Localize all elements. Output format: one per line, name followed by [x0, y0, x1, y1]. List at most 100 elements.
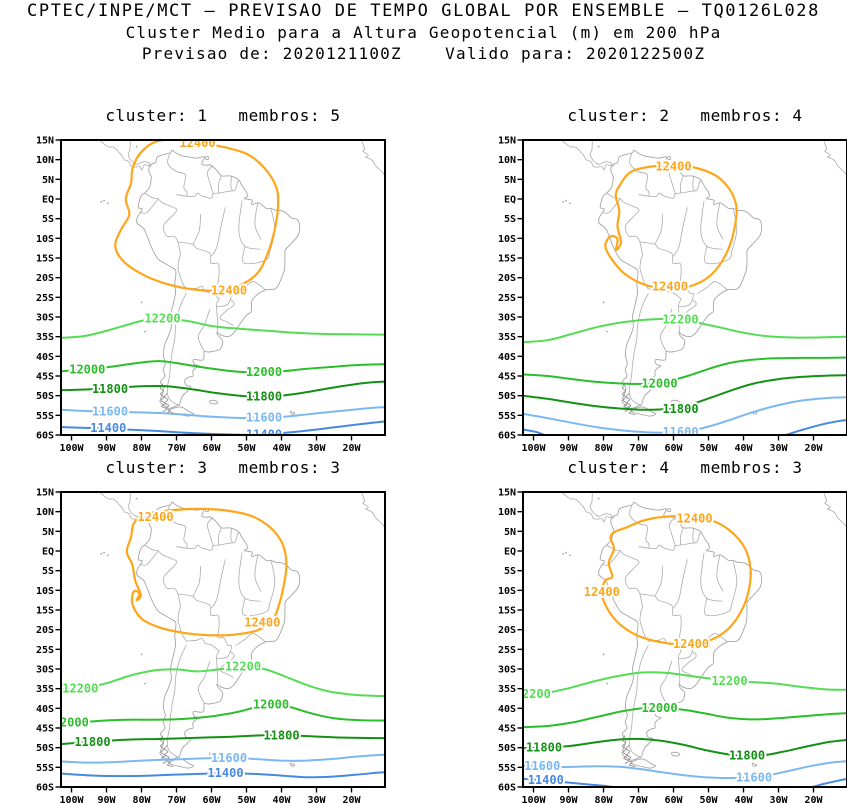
country-border	[680, 527, 684, 546]
panel-title: cluster: 4 membros: 3	[567, 458, 803, 477]
coastline	[598, 149, 763, 409]
country-border	[177, 241, 220, 269]
plot-frame	[60, 491, 386, 788]
country-border	[216, 657, 219, 685]
map-plot: 12400 12400 12200 12200 12000 12000 11800 11800…	[36, 488, 386, 803]
lat-tick-label: 5S	[42, 214, 54, 225]
country-border	[144, 545, 179, 595]
country-border	[730, 209, 738, 254]
lat-tick-label: 15N	[36, 488, 54, 499]
island-speck	[565, 551, 567, 554]
lat-tick-label: 30S	[36, 313, 54, 324]
lon-tick-label: 40W	[272, 795, 291, 803]
title-block: CPTEC/INPE/MCT – PREVISAO DE TEMPO GLOBA…	[0, 1, 847, 64]
lat-tick-label: 30S	[498, 665, 516, 676]
country-border	[177, 593, 181, 621]
country-border	[629, 152, 650, 197]
lat-tick-label: EQ	[42, 547, 54, 558]
country-border	[589, 141, 614, 167]
contour-label-11400: 11400	[207, 766, 243, 780]
country-border	[654, 213, 664, 245]
contour-label-12200: 12200	[515, 687, 551, 701]
country-border	[242, 597, 270, 617]
country-border	[561, 141, 613, 171]
lon-tick-label: 100W	[59, 795, 84, 803]
contour-line-11800	[62, 380, 384, 398]
island-speck	[103, 199, 105, 202]
country-border	[217, 267, 232, 301]
contour-layer: 12400 12400 12200 12000 11800 11600	[524, 158, 846, 434]
country-border	[659, 308, 673, 352]
contour-label-12400: 12400	[673, 637, 709, 651]
country-border	[700, 552, 723, 602]
country-border	[140, 551, 159, 566]
country-border	[235, 281, 266, 294]
lat-tick-label: 25S	[498, 645, 516, 656]
country-border	[704, 245, 732, 265]
country-border	[218, 175, 222, 194]
country-border	[589, 493, 614, 519]
lon-tick-label: 60W	[202, 795, 221, 803]
lon-tick-label: 20W	[342, 443, 361, 453]
coastline	[630, 758, 657, 769]
country-border	[254, 202, 262, 240]
plot-frame	[522, 139, 847, 436]
lon-tick-label: 30W	[769, 443, 788, 453]
lon-tick-label: 20W	[342, 795, 361, 803]
country-border	[197, 660, 211, 704]
lon-tick-label: 90W	[97, 795, 116, 803]
lon-tick-label: 30W	[769, 795, 788, 803]
country-border	[677, 298, 693, 307]
contour-layer: 12400 12400 12200 12000 12000 11800 11800 11600…	[62, 141, 384, 442]
country-border	[639, 241, 682, 269]
contour-label-12200: 12200	[225, 660, 261, 674]
contour-line-12000	[62, 360, 384, 374]
country-border	[217, 619, 232, 653]
contour-label-11800: 11800	[729, 749, 765, 763]
country-border	[639, 241, 643, 269]
country-border	[668, 517, 676, 547]
contour-label-11600: 11600	[524, 759, 560, 773]
lat-tick-label: 5S	[42, 566, 54, 577]
contour-line-11800	[62, 734, 384, 746]
contour-label-12400: 12400	[652, 279, 688, 293]
lat-tick-label: 35S	[498, 684, 516, 695]
country-border	[140, 199, 159, 214]
island-speck	[135, 497, 138, 500]
lat-tick-label: 55S	[498, 763, 516, 774]
contour-line-11400	[524, 428, 545, 434]
lat-tick-label: 5S	[504, 566, 516, 577]
contour-label-11400: 11400	[246, 428, 282, 442]
contour-line-11400	[524, 777, 614, 786]
lat-tick-label: 10N	[36, 507, 54, 518]
contour-line-12200	[62, 665, 384, 698]
contour-label-12000: 12000	[246, 365, 282, 379]
country-border	[166, 645, 187, 758]
contour-label-11800: 11800	[246, 390, 282, 404]
lon-tick-label: 60W	[202, 443, 221, 453]
country-border	[561, 493, 613, 523]
island-speck	[602, 301, 605, 304]
country-border	[716, 202, 724, 240]
country-border	[235, 633, 266, 646]
contour-line-12200	[524, 671, 846, 697]
contour-line-12000	[524, 706, 846, 729]
country-border	[823, 493, 846, 527]
lat-tick-label: 40S	[498, 704, 516, 715]
lat-tick-label: 30S	[36, 665, 54, 676]
contour-line-11800	[524, 374, 846, 411]
subtitle-validity: Previsao de: 2020121100Z Valido para: 20…	[141, 44, 706, 63]
lon-tick-label: 80W	[594, 443, 613, 453]
island-speck	[606, 682, 608, 685]
country-border	[704, 597, 732, 617]
country-border	[215, 298, 231, 307]
coastline	[598, 501, 763, 761]
lat-tick-label: 50S	[36, 391, 54, 402]
country-border	[700, 200, 723, 250]
contour-label-11600: 11600	[246, 411, 282, 425]
country-border	[647, 637, 682, 652]
fjord-coast	[621, 735, 630, 764]
lon-tick-label: 70W	[629, 795, 648, 803]
lon-tick-label: 80W	[132, 443, 151, 453]
country-border	[206, 165, 214, 195]
